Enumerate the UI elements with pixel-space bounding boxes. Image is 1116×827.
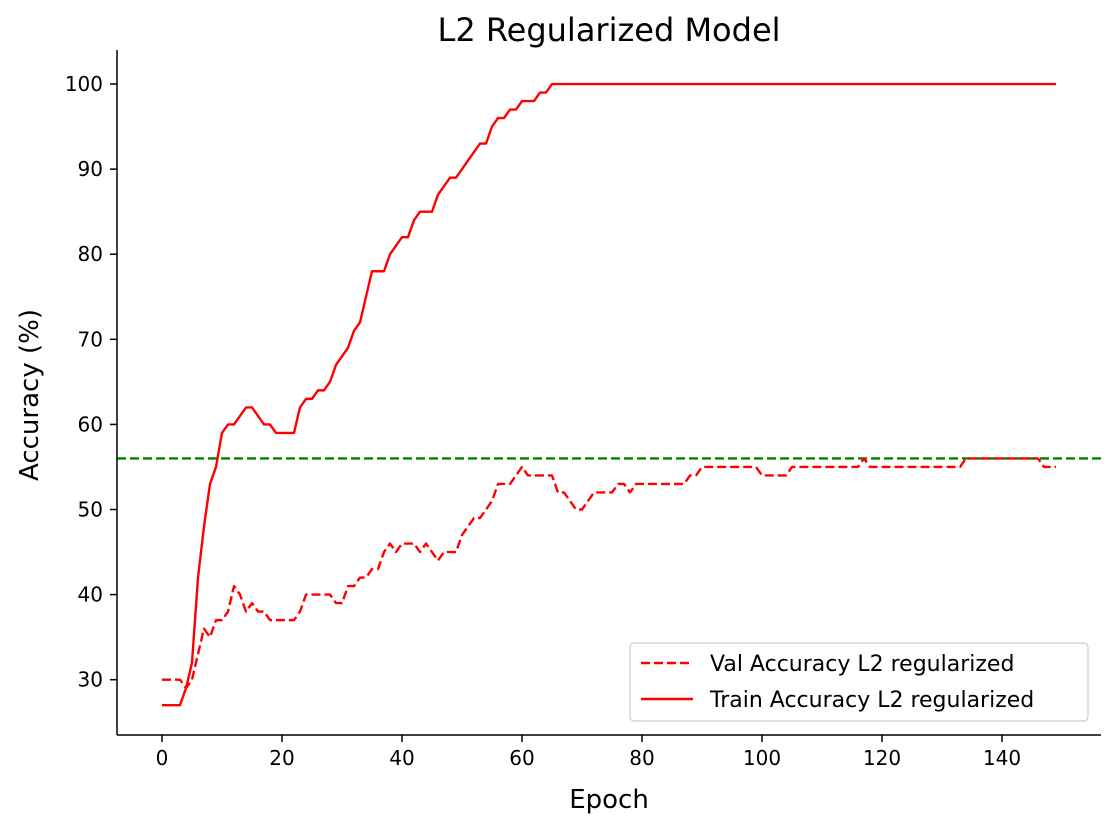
x-tick-label: 80 (629, 746, 654, 770)
x-tick-label: 20 (269, 746, 294, 770)
legend-label-train: Train Accuracy L2 regularized (709, 688, 1034, 713)
y-tick-label: 60 (78, 412, 103, 436)
y-tick-label: 100 (65, 72, 103, 96)
x-tick-label: 40 (389, 746, 414, 770)
y-tick-label: 70 (78, 327, 103, 351)
chart-title: L2 Regularized Model (437, 11, 780, 49)
train-accuracy-line (162, 82, 1056, 707)
x-axis-label: Epoch (569, 785, 649, 815)
y-tick-label: 80 (78, 242, 103, 266)
y-tick-label: 30 (78, 668, 103, 692)
x-tick-label: 100 (743, 746, 781, 770)
y-axis-ticks: 30 40 50 60 70 80 90 100 (65, 72, 117, 692)
plot-area (117, 82, 1101, 707)
y-axis-label: Accuracy (%) (15, 309, 45, 481)
x-tick-label: 60 (509, 746, 534, 770)
legend-label-val: Val Accuracy L2 regularized (710, 652, 1014, 677)
x-axis-ticks: 0 20 40 60 80 100 120 140 (156, 735, 1021, 770)
x-tick-label: 0 (156, 746, 169, 770)
x-tick-label: 120 (863, 746, 901, 770)
x-tick-label: 140 (983, 746, 1021, 770)
legend: Val Accuracy L2 regularized Train Accura… (629, 642, 1089, 722)
legend-box (629, 642, 1089, 722)
y-tick-label: 90 (78, 157, 103, 181)
y-tick-label: 50 (78, 498, 103, 522)
y-tick-label: 40 (78, 583, 103, 607)
